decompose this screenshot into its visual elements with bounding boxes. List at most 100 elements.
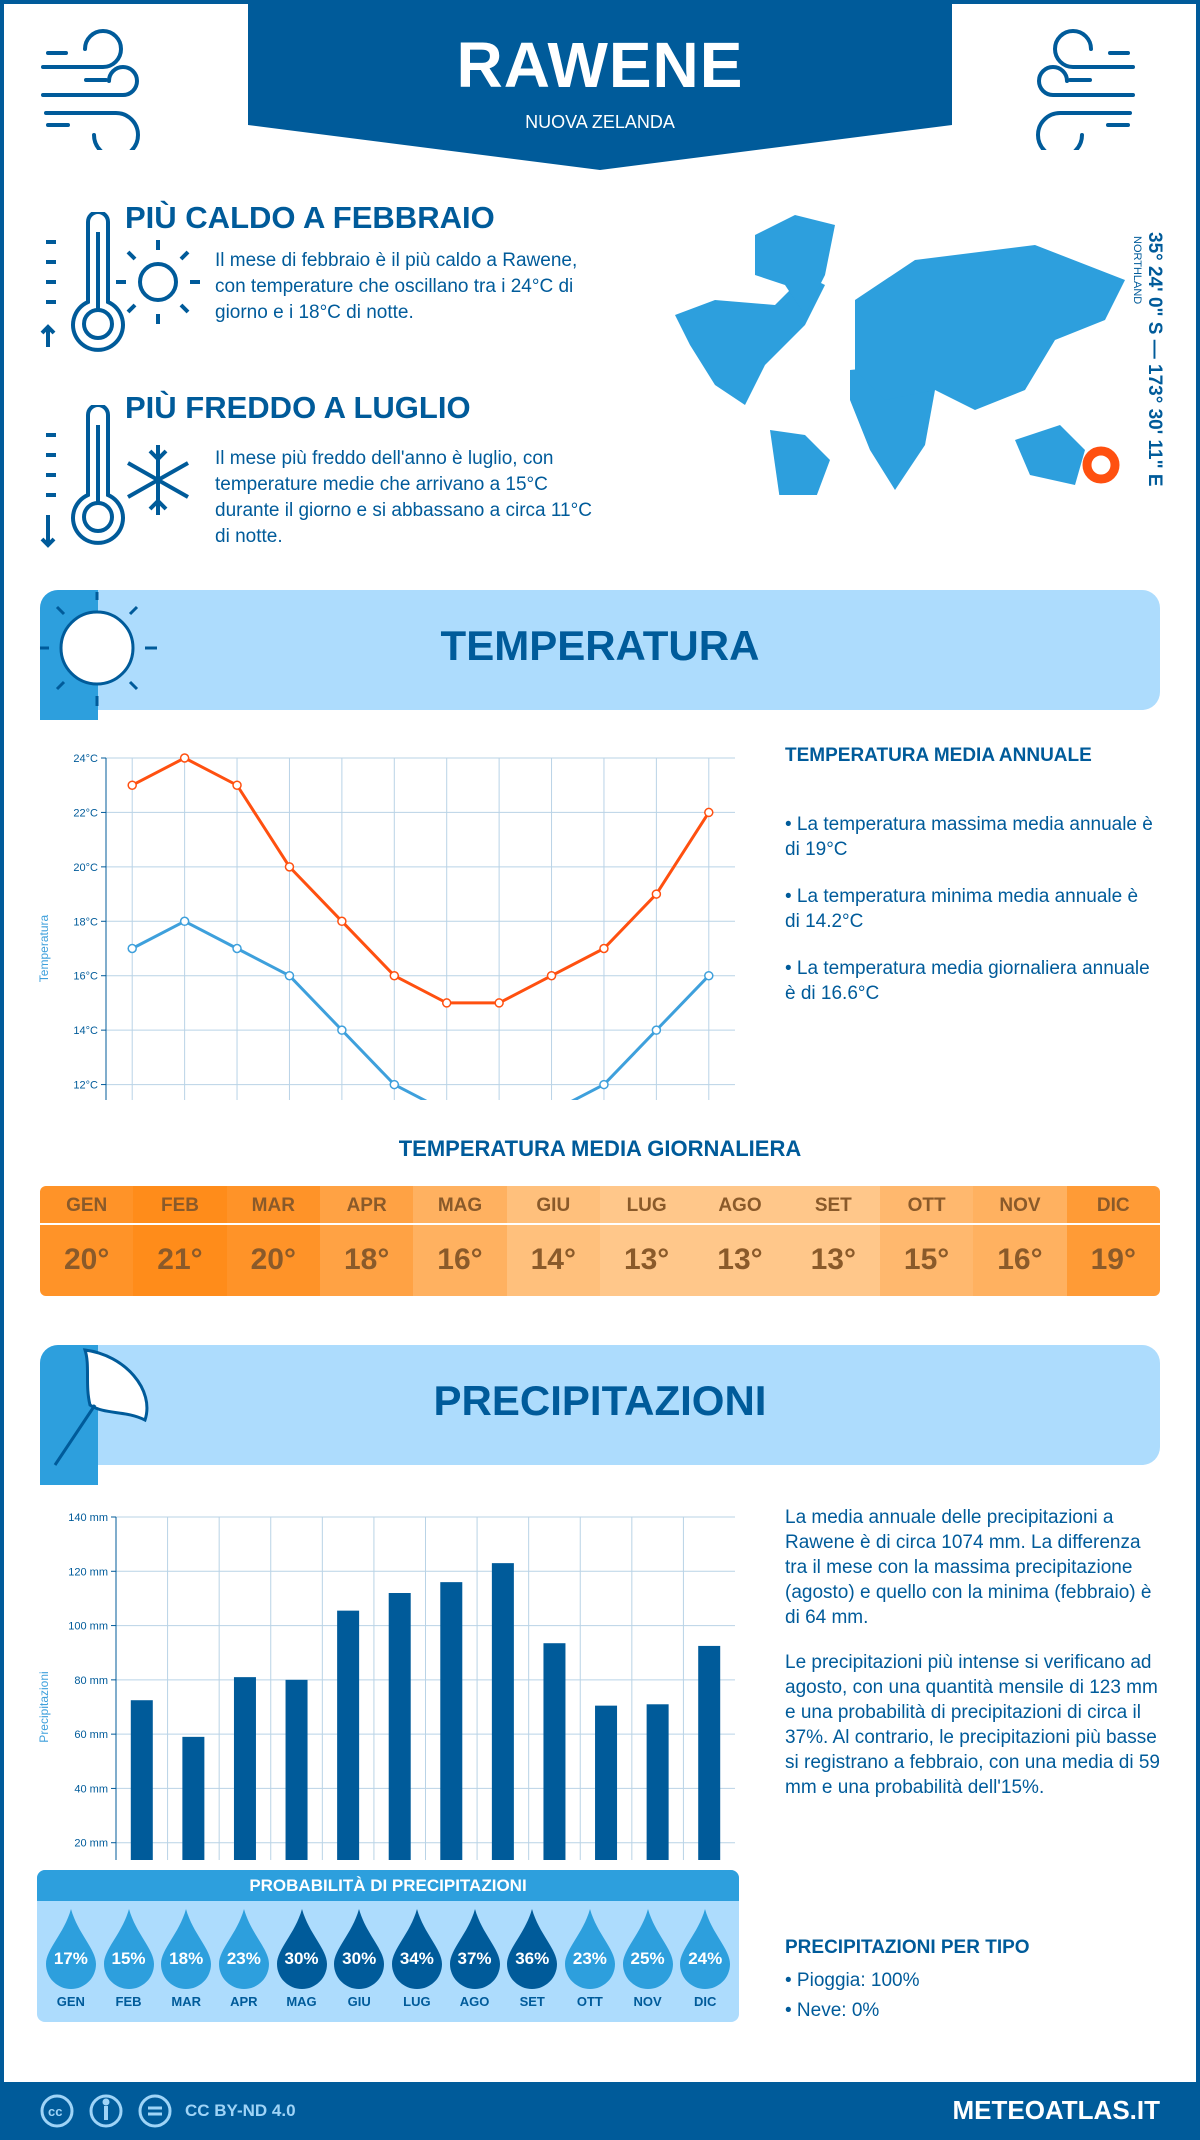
drop-icon — [103, 1909, 154, 1989]
data-point — [179, 753, 190, 763]
precip-bar — [646, 1704, 669, 1860]
footer: cc CC BY-ND 4.0 METEOATLAS.IT — [0, 2082, 1200, 2140]
precip-bar — [233, 1677, 256, 1860]
precipitation-title: PRECIPITAZIONI — [433, 1377, 767, 1424]
y-tick-label: 120 mm — [68, 1566, 108, 1578]
by-icon — [89, 2094, 123, 2128]
precip-paragraph-2: Le precipitazioni più intense si verific… — [785, 1652, 1160, 1798]
data-point — [179, 916, 190, 927]
data-point — [651, 1025, 662, 1035]
precip-type-title: PRECIPITAZIONI PER TIPO — [785, 1937, 1030, 1958]
series-line-max — [131, 756, 711, 1005]
drop-month: GEN — [56, 1994, 85, 2009]
temperature-banner: TEMPERATURA — [40, 590, 1160, 710]
thermometer-hot-icon — [40, 212, 200, 352]
precip-bar — [130, 1700, 153, 1860]
drop-icon — [449, 1909, 500, 1989]
drop-percent: 23% — [572, 1949, 607, 1968]
annual-temp-title: TEMPERATURA MEDIA ANNUALE — [785, 745, 1092, 767]
daily-temp-table: GEN 20° FEB 21° MAR 20° APR 18° MAG 16° GIU 14° LUG 1… — [40, 1186, 1160, 1296]
precip-bar — [440, 1582, 463, 1860]
drop-percent: 17% — [53, 1949, 88, 1968]
drop-month: LUG — [403, 1994, 431, 2009]
drop-percent: 34% — [399, 1949, 434, 1968]
data-point — [284, 862, 295, 872]
drop-percent: 18% — [169, 1949, 204, 1968]
precip-drop: 25% NOV — [619, 1909, 677, 2009]
drop-icon — [507, 1909, 558, 1989]
drop-month: OTT — [576, 1994, 603, 2009]
daily-temp-value: 20° — [250, 1243, 296, 1276]
daily-temp-cell: DIC 19° — [1066, 1186, 1160, 1296]
drop-month: MAR — [171, 1994, 201, 2009]
daily-temp-month: GEN — [40, 1186, 134, 1225]
drop-icon — [161, 1909, 212, 1989]
data-point — [389, 1079, 400, 1090]
daily-temp-month: AGO — [693, 1186, 787, 1225]
daily-temp-month: NOV — [973, 1186, 1067, 1225]
data-point — [127, 943, 137, 954]
y-tick-label: 24°C — [73, 753, 98, 765]
daily-temp-month: LUG — [599, 1186, 694, 1225]
y-tick-label: 16°C — [73, 971, 98, 983]
drop-icon — [218, 1909, 269, 1989]
drop-percent: 30% — [284, 1949, 319, 1968]
precip-drop: 24% DIC — [676, 1909, 734, 2009]
precip-drop: 34% LUG — [388, 1909, 446, 2009]
y-tick-label: 18°C — [73, 916, 98, 928]
world-map — [675, 215, 1125, 495]
drop-month: SET — [519, 1994, 545, 2009]
data-point — [494, 998, 504, 1008]
daily-temp-cell: OTT 15° — [879, 1186, 974, 1296]
precip-drop: 37% AGO — [446, 1909, 504, 2009]
temp-bullet-max: • La temperatura massima media annuale è… — [785, 814, 1153, 860]
daily-temp-month: GIU — [506, 1186, 600, 1225]
y-tick-label: 22°C — [73, 807, 98, 819]
warmest-title: PIÙ CALDO A FEBBRAIO — [125, 200, 495, 235]
coordinates: 35° 24' 0" S — 173° 30' 11" E — [1144, 232, 1165, 487]
daily-temp-value: 13° — [717, 1243, 763, 1276]
precip-bar — [285, 1679, 308, 1860]
wind-icon-left — [41, 29, 140, 150]
country-subtitle: NUOVA ZELANDA — [525, 112, 675, 132]
y-tick-label: 20°C — [73, 862, 98, 874]
drop-percent: 25% — [630, 1949, 665, 1968]
y-tick-label: 80 mm — [74, 1675, 108, 1687]
y-tick-label: 140 mm — [68, 1512, 108, 1524]
data-point — [337, 916, 347, 927]
precip-drop: 18% MAR — [157, 1909, 215, 2009]
series-line-min — [131, 919, 710, 1100]
data-point — [232, 780, 242, 790]
daily-temp-cell: GIU 14° — [506, 1186, 600, 1296]
daily-temp-value: 18° — [343, 1243, 390, 1276]
site-link[interactable]: METEOATLAS.IT — [952, 2095, 1160, 2125]
daily-temp-cell: APR 18° — [319, 1186, 414, 1296]
daily-temp-month: APR — [319, 1186, 414, 1225]
drop-icon — [391, 1909, 442, 1989]
daily-temp-value: 16° — [997, 1243, 1043, 1276]
drop-icon — [276, 1909, 327, 1989]
drop-month: FEB — [115, 1994, 142, 2009]
precip-type-rain: • Pioggia: 100% — [785, 1970, 920, 1991]
australia — [1015, 425, 1085, 485]
city-title: RAWENE — [456, 29, 744, 101]
drop-percent: 37% — [457, 1949, 492, 1968]
drop-percent: 24% — [688, 1949, 723, 1968]
daily-temp-cell: NOV 16° — [973, 1186, 1067, 1296]
drop-percent: 15% — [111, 1949, 146, 1968]
data-point — [599, 1079, 609, 1090]
y-tick-label: 100 mm — [68, 1621, 108, 1633]
cc-icon — [40, 2094, 74, 2128]
data-point — [546, 970, 557, 981]
precip-bar — [182, 1736, 205, 1860]
precip-drop: 36% SET — [503, 1909, 561, 2009]
warmest-text: Il mese di febbraio è il più caldo a Raw… — [215, 250, 578, 323]
precipitation-banner: PRECIPITAZIONI — [40, 1345, 1160, 1465]
daily-temp-month: SET — [786, 1186, 880, 1225]
nd-icon — [138, 2094, 172, 2128]
drop-icon — [622, 1909, 673, 1989]
precip-bar — [337, 1610, 360, 1860]
drop-icon — [680, 1909, 731, 1989]
daily-temp-month: MAG — [413, 1186, 507, 1225]
data-point — [337, 1025, 347, 1035]
